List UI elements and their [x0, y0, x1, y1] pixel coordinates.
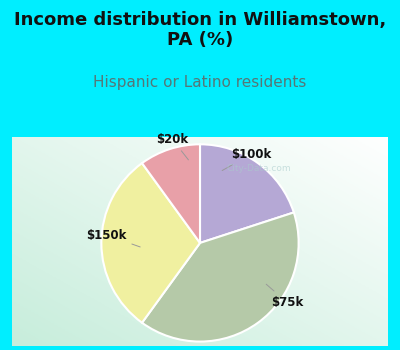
Text: City-Data.com: City-Data.com	[226, 164, 291, 173]
Text: $75k: $75k	[266, 284, 303, 309]
Wedge shape	[142, 212, 299, 342]
Text: Hispanic or Latino residents: Hispanic or Latino residents	[93, 75, 307, 90]
Text: Income distribution in Williamstown,
PA (%): Income distribution in Williamstown, PA …	[14, 10, 386, 49]
Wedge shape	[200, 144, 294, 243]
Text: $150k: $150k	[86, 229, 140, 247]
Text: $20k: $20k	[156, 133, 188, 160]
Text: $100k: $100k	[222, 148, 272, 170]
Wedge shape	[101, 163, 200, 323]
Wedge shape	[142, 144, 200, 243]
